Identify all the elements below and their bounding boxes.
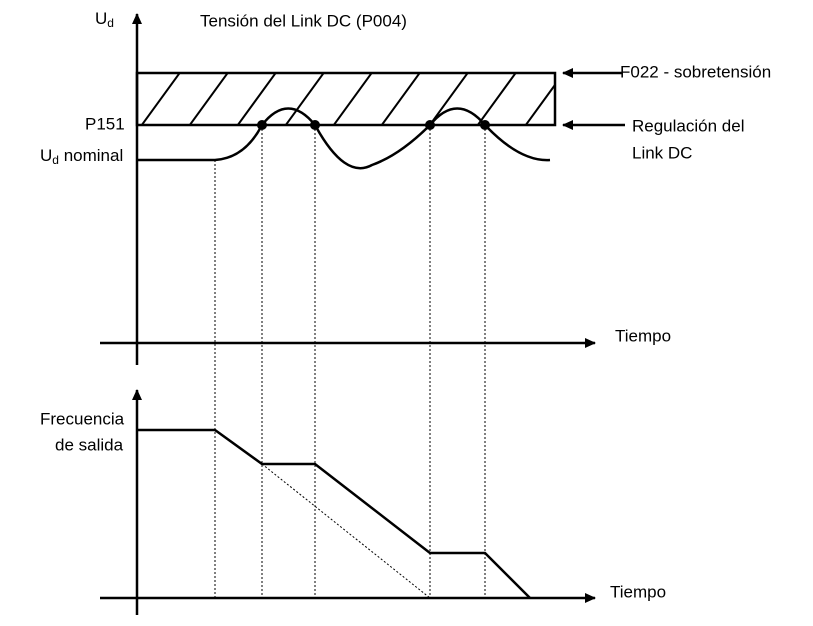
regulation-label: Link DC [632, 143, 692, 162]
guide-lines [214, 125, 486, 599]
overvoltage-band [135, 71, 557, 127]
nominal-label: Ud nominal [40, 146, 123, 167]
y-axis-label: Ud [95, 9, 114, 30]
title: Tensión del Link DC (P004) [200, 11, 407, 30]
y-axis-label: de salida [55, 435, 124, 454]
voltage-curve [137, 107, 551, 170]
frequency-curve [137, 428, 531, 599]
p151-label: P151 [85, 114, 125, 133]
overvoltage-label: F022 - sobretensión [620, 62, 771, 81]
y-axis-label: Frecuencia [40, 409, 125, 428]
hatching [140, 73, 555, 125]
x-axis-label: Tiempo [610, 582, 666, 601]
x-axis-label: Tiempo [615, 326, 671, 345]
regulation-label: Regulación del [632, 116, 744, 135]
